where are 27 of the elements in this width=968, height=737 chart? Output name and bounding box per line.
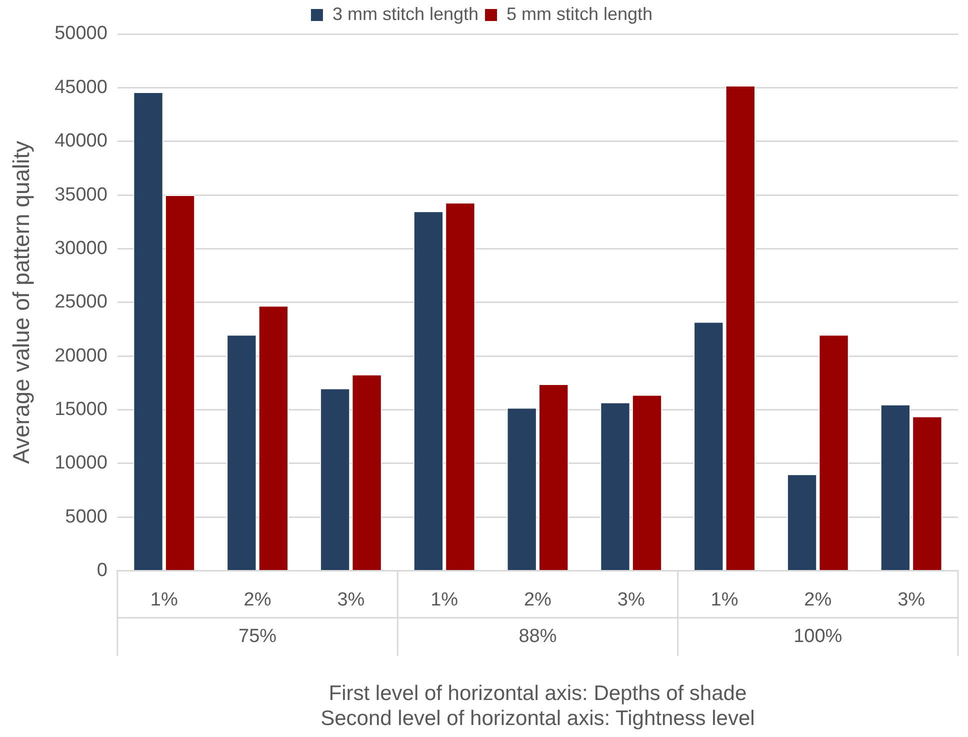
y-tick-label: 5000 (65, 506, 108, 528)
x-tick-label: 3% (898, 589, 926, 610)
x-tick-label: 2% (524, 589, 552, 610)
y-axis-title: Average value of pattern quality (8, 140, 34, 464)
y-tick-label: 25000 (54, 292, 108, 313)
y-tick-label: 30000 (54, 238, 108, 259)
y-tick-label: 45000 (54, 76, 108, 98)
y-tick-label: 35000 (54, 184, 108, 206)
x-tick-label: 3% (337, 589, 365, 610)
x-tick-label: 2% (804, 589, 832, 610)
y-tick-label: 10000 (54, 452, 108, 474)
x-axis-title: First level of horizontal axis: Depths of shade Second level of horizontal axis: Tightness level (320, 682, 755, 730)
y-tick-label: 20000 (54, 345, 108, 366)
legend-label: 5 mm stitch length (506, 4, 653, 24)
y-tick-label: 50000 (54, 23, 108, 44)
text: 88% (518, 626, 557, 648)
text: 100% (794, 626, 842, 648)
x-tick-label: 1% (710, 589, 738, 610)
legend-label: 3 mm stitch length (332, 4, 479, 24)
y-tick-label: 0 (96, 560, 108, 582)
text: 75% (238, 626, 277, 648)
x-tick-label: 1% (430, 589, 458, 610)
y-tick-label: 40000 (54, 130, 108, 152)
x-tick-label: 1% (150, 589, 178, 610)
y-tick-label: 15000 (54, 398, 108, 420)
x-tick-label: 3% (617, 589, 645, 610)
x-tick-label: 2% (244, 589, 272, 610)
